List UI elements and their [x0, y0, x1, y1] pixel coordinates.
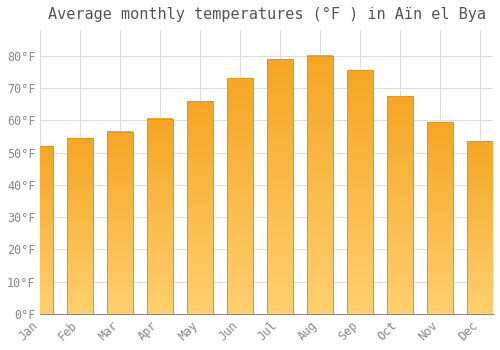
Bar — [427, 122, 453, 314]
Bar — [68, 138, 94, 314]
Bar — [187, 101, 213, 314]
Bar — [387, 96, 413, 314]
Title: Average monthly temperatures (°F ) in Aïn el Bya: Average monthly temperatures (°F ) in Aï… — [48, 7, 486, 22]
Bar — [28, 146, 54, 314]
Bar — [347, 70, 373, 314]
Bar — [307, 56, 333, 314]
Bar — [227, 78, 253, 314]
Bar — [108, 132, 134, 314]
Bar — [147, 119, 173, 314]
Bar — [147, 119, 173, 314]
Bar — [227, 78, 253, 314]
Bar — [307, 56, 333, 314]
Bar — [467, 141, 493, 314]
Bar — [467, 141, 493, 314]
Bar — [267, 59, 293, 314]
Bar — [108, 132, 134, 314]
Bar — [28, 146, 54, 314]
Bar — [387, 96, 413, 314]
Bar — [427, 122, 453, 314]
Bar — [68, 138, 94, 314]
Bar — [347, 70, 373, 314]
Bar — [267, 59, 293, 314]
Bar — [187, 101, 213, 314]
